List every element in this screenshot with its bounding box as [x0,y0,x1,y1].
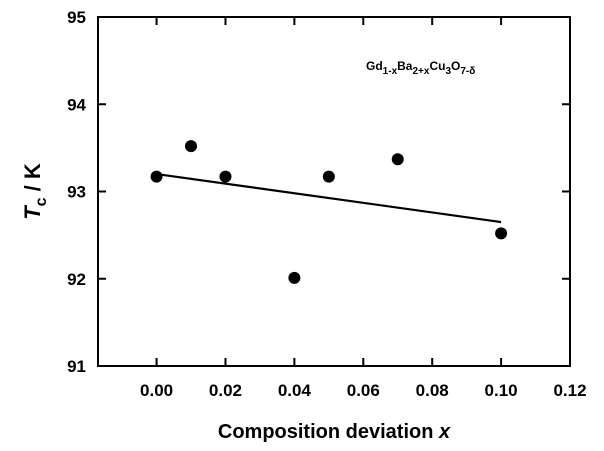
y-axis-label-part: T [20,205,45,220]
point [219,170,232,183]
point [288,271,301,284]
annotation-part: 1-x [383,66,398,77]
point [150,170,163,183]
y-tick-label: 93 [67,183,86,202]
x-tick-label: 0.12 [553,381,586,400]
x-tick-label: 0.02 [209,381,242,400]
y-tick-label: 94 [67,95,86,114]
x-tick-label: 0.08 [416,381,449,400]
annotation-part: Gd [366,59,383,73]
plot-frame [97,16,571,367]
x-tick-label: 0.06 [347,381,380,400]
annotation-part: 3 [445,66,451,77]
x-tick-label: 0.04 [278,381,312,400]
annotation-part: Ba [397,59,413,73]
y-axis-label: Tc / K [20,163,50,220]
y-tick-label: 95 [67,8,86,27]
x-axis-label: Composition deviation x [218,421,451,443]
annotation-part: 2+x [412,66,429,77]
y-axis-label-part: / K [20,163,45,197]
x-axis-label-part: Composition deviation [218,421,439,443]
fit-line [156,172,502,224]
annotation: Gd1-xBa2+xCu3O7-δ [366,59,475,77]
y-tick-label: 92 [67,270,86,289]
x-tick-label: 0.00 [140,381,173,400]
annotation-part: 7-δ [460,66,475,77]
point [495,227,508,240]
y-tick-label: 91 [67,357,86,376]
point [185,140,198,153]
x-axis-label-part: x [438,421,451,443]
annotation-part: Cu [429,59,445,73]
annotation-part: O [451,59,460,73]
point [322,170,335,183]
point [391,153,404,166]
y-axis-label-part: c [33,197,50,206]
x-tick-label: 0.10 [485,381,518,400]
